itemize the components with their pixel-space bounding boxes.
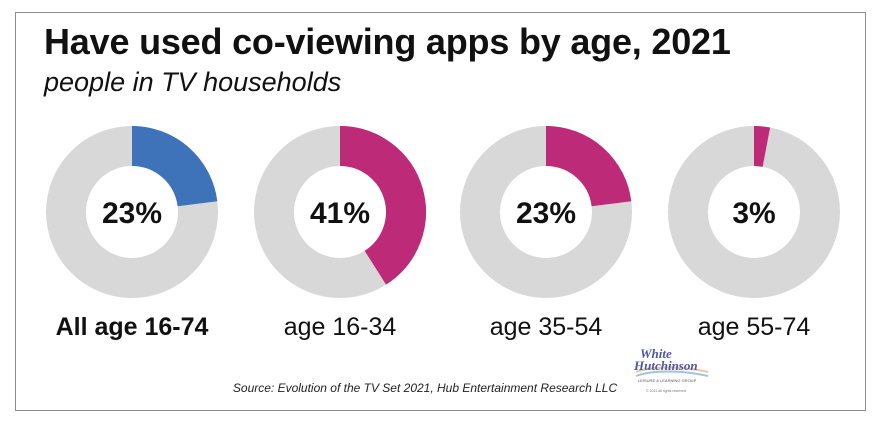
donut-segment-2 xyxy=(339,126,426,285)
logo-tagline: LEISURE & LEARNING GROUP xyxy=(638,378,697,383)
donut-category-label-3: age 35-54 xyxy=(489,313,603,341)
source-note: Source: Evolution of the TV Set 2021, Hu… xyxy=(232,381,618,395)
donut-category-label-1: All age 16-74 xyxy=(55,313,209,341)
donut-2: 41% xyxy=(254,126,426,298)
donut-value-label-2: 41% xyxy=(310,197,370,230)
chart-frame xyxy=(15,12,866,411)
logo-copyright: © 2021 all rights reserved xyxy=(646,389,686,393)
donut-1: 23% xyxy=(46,126,218,298)
logo-line2: Hutchinson xyxy=(633,358,698,373)
logo-line1: White xyxy=(640,346,672,361)
chart-title: Have used co-viewing apps by age, 2021 xyxy=(44,21,731,62)
donut-segment-3 xyxy=(545,126,632,208)
donut-4: 3% xyxy=(668,126,840,298)
donut-3: 23% xyxy=(460,126,632,298)
white-hutchinson-logo: White Hutchinson LEISURE & LEARNING GROU… xyxy=(633,346,709,393)
donut-segment-1 xyxy=(131,126,218,208)
donut-value-label-3: 23% xyxy=(516,197,576,230)
chart-subtitle: people in TV households xyxy=(44,67,342,97)
donut-value-label-1: 23% xyxy=(102,197,162,230)
donut-segment-4 xyxy=(753,126,771,167)
donut-value-label-4: 3% xyxy=(732,197,775,230)
donut-category-label-2: age 16-34 xyxy=(283,313,397,341)
donut-category-label-4: age 55-74 xyxy=(697,313,811,341)
